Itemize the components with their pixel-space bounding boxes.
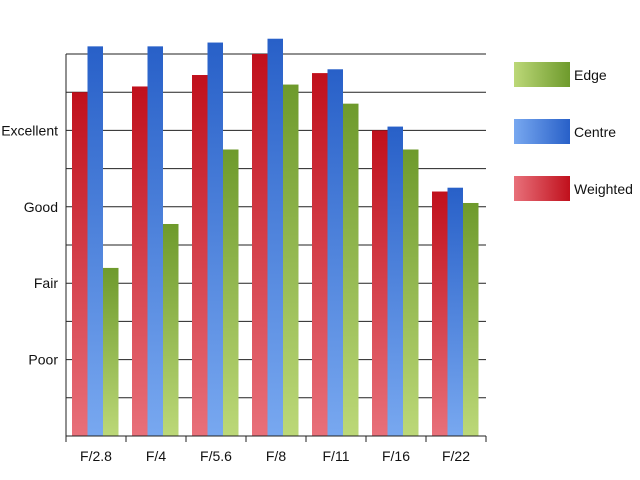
bar-centre-2 — [207, 42, 223, 436]
bar-centre-4 — [327, 69, 343, 436]
bar-centre-6 — [447, 187, 463, 436]
legend-swatch-weighted — [514, 176, 570, 201]
legend-label-weighted: Weighted — [574, 181, 633, 197]
bar-centre-3 — [267, 38, 283, 436]
x-tick-label: F/16 — [382, 448, 410, 464]
y-tick-label: Fair — [34, 275, 58, 291]
x-tick-label: F/5.6 — [200, 448, 232, 464]
bar-edge-3 — [283, 84, 299, 436]
bar-edge-0 — [103, 267, 119, 436]
legend-label-edge: Edge — [574, 67, 607, 83]
bar-edge-2 — [223, 149, 239, 436]
legend: Edge Centre Weighted — [514, 62, 633, 201]
bar-weighted-6 — [432, 191, 448, 436]
bar-weighted-3 — [252, 54, 268, 436]
x-tick-label: F/22 — [442, 448, 470, 464]
bar-centre-5 — [387, 126, 403, 436]
x-tick-label: F/11 — [323, 448, 350, 464]
bar-edge-1 — [163, 223, 179, 436]
bar-centre-0 — [87, 46, 103, 437]
bar-weighted-5 — [372, 130, 388, 436]
x-tick-label: F/8 — [266, 448, 286, 464]
bar-weighted-1 — [132, 86, 148, 436]
x-tick-label: F/4 — [146, 448, 166, 464]
bar-weighted-2 — [192, 75, 208, 436]
y-tick-label: Poor — [28, 352, 58, 368]
x-tick-label: F/2.8 — [80, 448, 112, 464]
bar-centre-1 — [147, 46, 163, 437]
y-tick-label: Good — [24, 199, 58, 215]
bar-edge-4 — [343, 103, 359, 436]
bars — [72, 38, 479, 437]
bar-edge-6 — [463, 202, 479, 436]
axes: F/2.8 F/4 F/5.6 F/8 F/11 F/16 F/22 Poor Fair Good… — [1, 54, 487, 464]
legend-swatch-edge — [514, 62, 570, 87]
bar-weighted-0 — [72, 92, 88, 436]
bar-weighted-4 — [312, 73, 328, 436]
y-tick-label: Excellent — [1, 122, 58, 138]
legend-swatch-centre — [514, 119, 570, 144]
bar-edge-5 — [403, 149, 419, 436]
legend-label-centre: Centre — [574, 124, 616, 140]
